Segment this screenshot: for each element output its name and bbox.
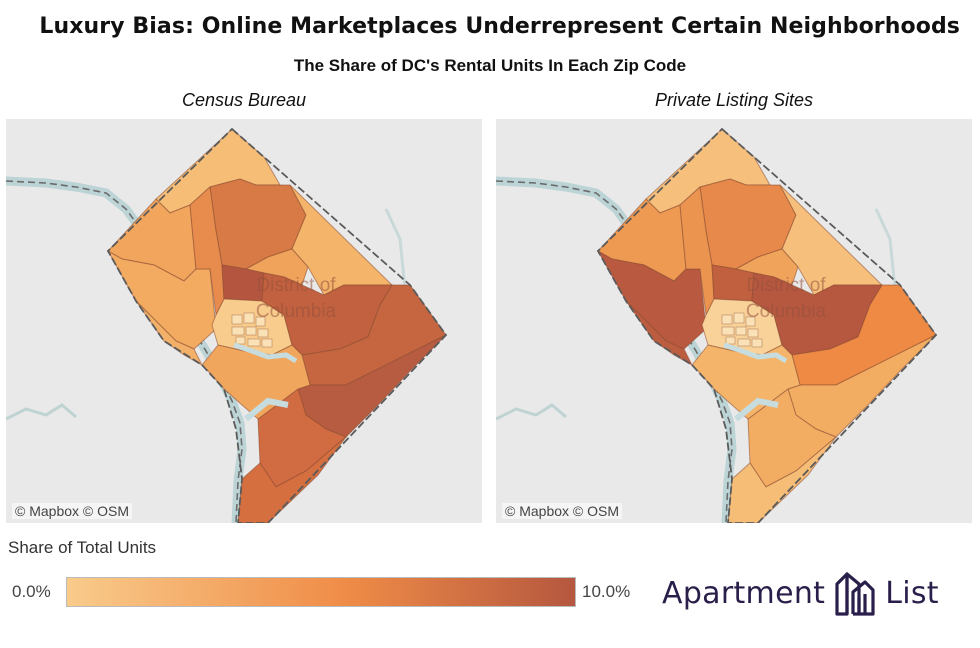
river-channel xyxy=(244,397,289,422)
map-place-label: District of xyxy=(256,275,336,296)
dc-boundary xyxy=(106,127,448,523)
building-icon xyxy=(835,572,875,616)
legend-min-label: 0.0% xyxy=(12,582,51,601)
legend-color-ramp xyxy=(66,577,576,607)
downtown-block[interactable] xyxy=(243,312,255,324)
downtown-block[interactable] xyxy=(725,336,736,345)
downtown-block[interactable] xyxy=(721,314,733,325)
zip-region-sw[interactable] xyxy=(691,344,801,420)
panel-label-census: Census Bureau xyxy=(181,90,307,110)
downtown-block[interactable] xyxy=(231,314,243,325)
stream-line xyxy=(496,403,567,421)
dc-map-listing[interactable]: District of Columbia xyxy=(496,119,972,523)
chart-title: Luxury Bias: Online Marketplaces Underre… xyxy=(39,14,960,39)
downtown-block[interactable] xyxy=(231,326,245,336)
map-panel-census[interactable]: District of Columbia © Mapbox © OSM xyxy=(6,119,482,523)
anacostia-river xyxy=(723,342,788,364)
downtown-block[interactable] xyxy=(751,338,763,348)
map-panel-listing[interactable]: District of Columbia © Mapbox © OSM xyxy=(496,119,972,523)
chart-subtitle: The Share of DC's Rental Units In Each Z… xyxy=(293,56,687,75)
map-attribution[interactable]: © Mapbox © OSM xyxy=(502,503,622,519)
anacostia-river xyxy=(233,342,298,364)
legend-max-label: 10.0% xyxy=(582,582,631,601)
panel-label-listing: Private Listing Sites xyxy=(654,90,814,110)
map-place-label: Columbia xyxy=(256,301,337,322)
dc-map-census[interactable]: District of Columbia xyxy=(6,119,482,523)
logo-word-apartment: Apartment xyxy=(662,575,826,611)
downtown-block[interactable] xyxy=(245,326,257,336)
river-channel xyxy=(734,397,779,422)
dc-boundary xyxy=(596,127,938,523)
downtown-block[interactable] xyxy=(735,326,747,336)
logo-word-list: List xyxy=(885,575,939,611)
downtown-block[interactable] xyxy=(733,312,745,324)
legend-title: Share of Total Units xyxy=(8,538,157,557)
stream-line xyxy=(6,403,77,421)
apartment-list-logo: Apartment List xyxy=(662,566,939,620)
downtown-block[interactable] xyxy=(247,338,261,347)
downtown-block[interactable] xyxy=(255,316,266,327)
downtown-block[interactable] xyxy=(747,328,759,338)
zip-region-sw[interactable] xyxy=(201,344,311,420)
downtown-block[interactable] xyxy=(737,338,751,347)
map-place-label: Columbia xyxy=(746,301,827,322)
map-place-label: District of xyxy=(746,275,826,296)
downtown-block[interactable] xyxy=(261,338,273,348)
downtown-block[interactable] xyxy=(257,328,269,338)
downtown-block[interactable] xyxy=(721,326,735,336)
downtown-block[interactable] xyxy=(235,336,246,345)
map-attribution[interactable]: © Mapbox © OSM xyxy=(12,503,132,519)
downtown-block[interactable] xyxy=(745,316,756,327)
